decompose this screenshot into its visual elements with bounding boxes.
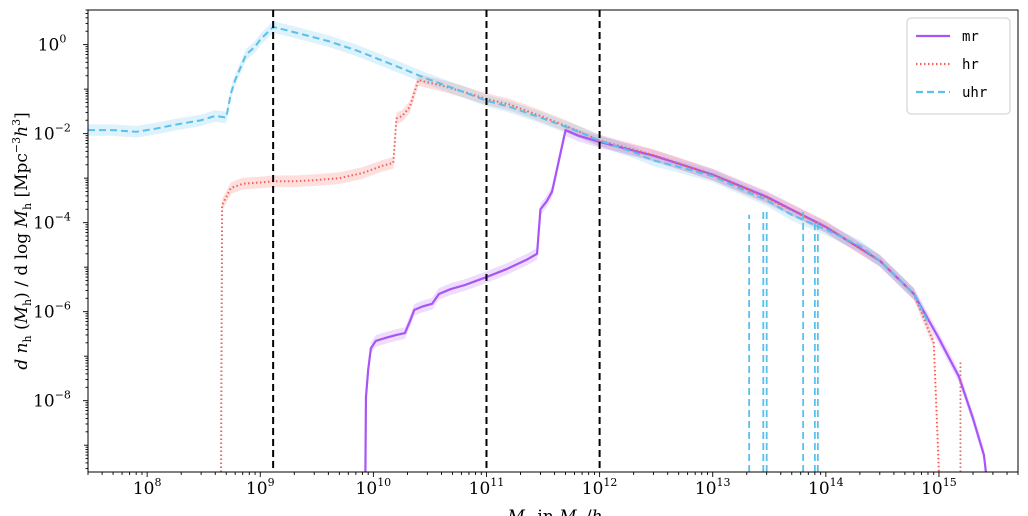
y-tick-label: 100 <box>38 33 67 56</box>
x-tick-label: 1010 <box>356 476 392 499</box>
series-mr <box>364 129 987 472</box>
band-mr <box>365 124 986 472</box>
reference-lines <box>272 10 601 472</box>
legend: mr hr uhr <box>906 17 1011 115</box>
x-tick-label: 1015 <box>921 476 957 499</box>
y-axis: 100 10−2 10−4 10−6 10−8 <box>33 9 88 469</box>
legend-label-hr: hr <box>962 57 979 73</box>
series-uhr <box>88 25 929 323</box>
series-layer <box>88 25 987 472</box>
x-tick-label: 1011 <box>469 476 505 499</box>
y-axis-label: d nh (Mh) / d log Mh [Mpc−3h3] <box>10 112 34 370</box>
legend-label-uhr: uhr <box>962 85 987 101</box>
x-axis: 108 109 1010 1011 1012 1013 1014 1015 <box>87 472 1019 499</box>
x-tick-label: 108 <box>133 476 162 499</box>
y-tick-label: 10−6 <box>33 300 71 323</box>
x-tick-label: 109 <box>246 476 275 499</box>
legend-label-mr: mr <box>962 29 979 45</box>
y-tick-label: 10−8 <box>33 389 71 412</box>
legend-box <box>906 17 1011 115</box>
band-uhr <box>88 21 928 328</box>
plot-frame <box>87 9 1019 473</box>
x-tick-label: 1014 <box>808 476 844 499</box>
y-tick-label: 10−2 <box>33 122 71 145</box>
y-tick-label: 10−4 <box>33 211 71 234</box>
x-tick-label: 1012 <box>582 476 618 499</box>
x-axis-label: Mh in M⊙/h <box>506 507 602 516</box>
x-tick-label: 1013 <box>695 476 731 499</box>
